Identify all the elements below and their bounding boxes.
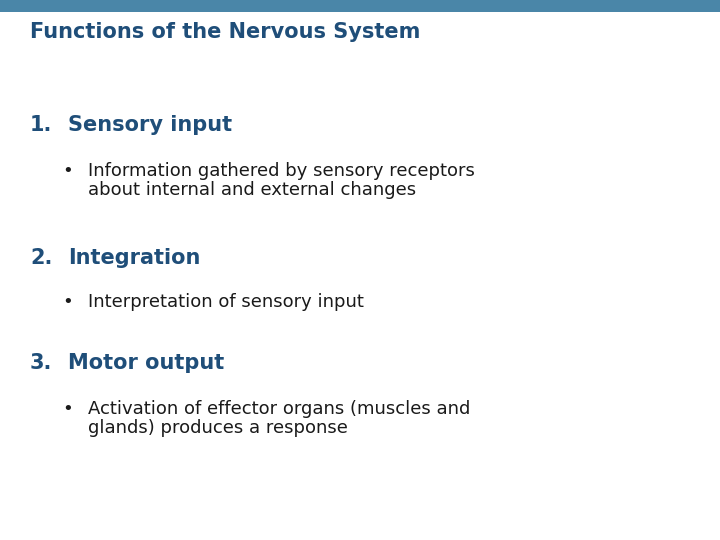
FancyBboxPatch shape <box>0 0 720 12</box>
Text: Integration: Integration <box>68 248 200 268</box>
Text: Sensory input: Sensory input <box>68 115 232 135</box>
Text: •: • <box>62 293 73 311</box>
Text: Functions of the Nervous System: Functions of the Nervous System <box>30 22 420 42</box>
Text: 2.: 2. <box>30 248 53 268</box>
Text: 3.: 3. <box>30 353 53 373</box>
Text: Information gathered by sensory receptors: Information gathered by sensory receptor… <box>88 162 475 180</box>
Text: glands) produces a response: glands) produces a response <box>88 419 348 437</box>
Text: •: • <box>62 162 73 180</box>
Text: 1.: 1. <box>30 115 53 135</box>
Text: Motor output: Motor output <box>68 353 224 373</box>
Text: about internal and external changes: about internal and external changes <box>88 181 416 199</box>
Text: Activation of effector organs (muscles and: Activation of effector organs (muscles a… <box>88 400 470 418</box>
Text: •: • <box>62 400 73 418</box>
Text: Interpretation of sensory input: Interpretation of sensory input <box>88 293 364 311</box>
